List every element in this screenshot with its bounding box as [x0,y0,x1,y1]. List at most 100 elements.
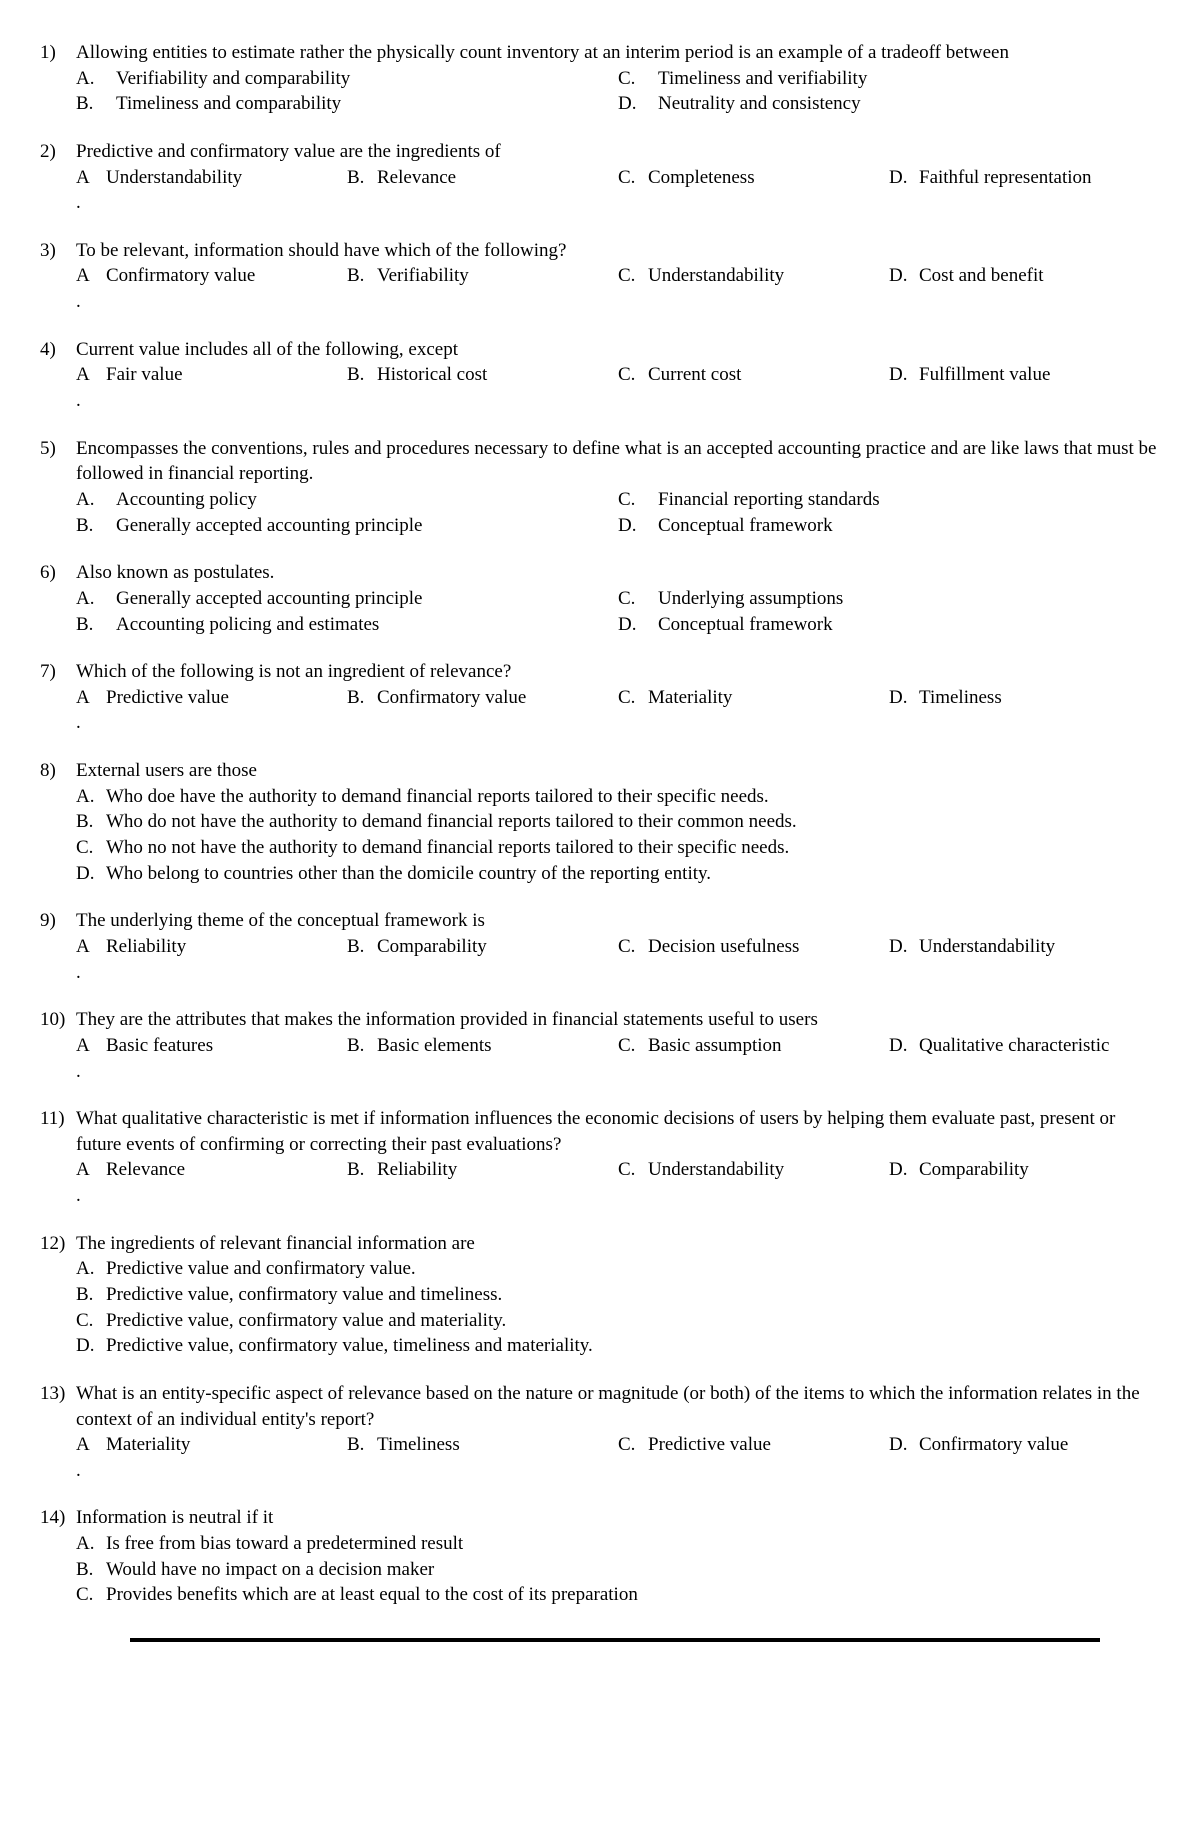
choice: A.Is free from bias toward a predetermin… [76,1531,1160,1557]
choice-letter: B. [76,513,116,539]
choice-text: Understandability [919,934,1160,960]
choice: D.Fulfillment value [889,362,1160,388]
choices: A.Predictive value and confirmatory valu… [40,1256,1160,1359]
choice-text: Confirmatory value [919,1432,1160,1458]
question-number: 8) [40,758,76,784]
choice-letter: D. [889,934,919,960]
choice-letter: B. [76,91,116,117]
choice-letter: B. [347,685,377,711]
choice-letter: A [76,934,106,960]
choice: C.Who no not have the authority to deman… [76,835,1160,861]
choice-letter: A [76,1432,106,1458]
choice: B.Comparability [347,934,618,960]
choice-text: Accounting policing and estimates [116,612,618,638]
question-number: 4) [40,337,76,363]
choice: B.Would have no impact on a decision mak… [76,1557,1160,1583]
question-number: 11) [40,1106,76,1157]
choice-letter: C. [76,1582,106,1608]
question: 2)Predictive and confirmatory value are … [40,139,1160,216]
choice-letter: C. [618,1432,648,1458]
choice-text: Understandability [648,1157,889,1183]
choice: AConfirmatory value [76,263,347,289]
choice-letter: A. [76,66,116,92]
choice-text: Conceptual framework [658,612,1160,638]
choice-text: Predictive value, confirmatory value and… [106,1282,1160,1308]
choice: B.Reliability [347,1157,618,1183]
choice-letter: B. [347,1432,377,1458]
choice: B.Confirmatory value [347,685,618,711]
choice-text: Generally accepted accounting principle [116,513,618,539]
choice-text: Predictive value and confirmatory value. [106,1256,1160,1282]
choice-text: Materiality [106,1432,347,1458]
question-number: 2) [40,139,76,165]
choice-text: Would have no impact on a decision maker [106,1557,1160,1583]
choice-letter: D. [618,612,658,638]
choice-letter: A [76,165,106,191]
choice-text: Predictive value, confirmatory value, ti… [106,1333,1160,1359]
question: 12)The ingredients of relevant financial… [40,1231,1160,1359]
choices: AUnderstandabilityB.RelevanceC.Completen… [40,165,1160,191]
choice: APredictive value [76,685,347,711]
choice: A.Accounting policy [76,487,618,513]
choice: AReliability [76,934,347,960]
choice-text: Confirmatory value [106,263,347,289]
choice-letter: A. [76,784,106,810]
question-number: 13) [40,1381,76,1432]
choice: D.Confirmatory value [889,1432,1160,1458]
choice: D.Conceptual framework [618,612,1160,638]
choice-text: Financial reporting standards [658,487,1160,513]
choice-text: Current cost [648,362,889,388]
choice: B.Timeliness and comparability [76,91,618,117]
choice-text: Predictive value [106,685,347,711]
choice-letter: C. [618,1033,648,1059]
question-number: 9) [40,908,76,934]
footer-rule [130,1638,1100,1642]
choice-letter: C. [618,586,658,612]
question-stem: What qualitative characteristic is met i… [76,1106,1160,1157]
choice: D.Neutrality and consistency [618,91,1160,117]
choice-letter: D. [889,362,919,388]
choice: D.Comparability [889,1157,1160,1183]
choice-text: Fair value [106,362,347,388]
choice: C.Timeliness and verifiability [618,66,1160,92]
question-stem: What is an entity-specific aspect of rel… [76,1381,1160,1432]
choice-text: Reliability [377,1157,618,1183]
choice: B.Generally accepted accounting principl… [76,513,618,539]
choice: A.Who doe have the authority to demand f… [76,784,1160,810]
choice-text: Relevance [377,165,618,191]
choice: C.Current cost [618,362,889,388]
question: 11)What qualitative characteristic is me… [40,1106,1160,1209]
choice: B.Verifiability [347,263,618,289]
question-stem: They are the attributes that makes the i… [76,1007,1160,1033]
choice: B.Accounting policing and estimates [76,612,618,638]
choice: D.Qualitative characteristic [889,1033,1160,1059]
choice-text: Fulfillment value [919,362,1160,388]
choice: B.Predictive value, confirmatory value a… [76,1282,1160,1308]
choice-text: Timeliness [919,685,1160,711]
choice-letter: C. [76,1308,106,1334]
question: 1)Allowing entities to estimate rather t… [40,40,1160,117]
choice-letter: D. [889,685,919,711]
choice: C.Underlying assumptions [618,586,1160,612]
choice-text: Who no not have the authority to demand … [106,835,1160,861]
choice-text: Verifiability [377,263,618,289]
choices: AReliabilityB.ComparabilityC.Decision us… [40,934,1160,960]
choice: ABasic features [76,1033,347,1059]
choice-text: Conceptual framework [658,513,1160,539]
choice-letter: B. [347,934,377,960]
choice: A.Verifiability and comparability [76,66,618,92]
choice-text: Verifiability and comparability [116,66,618,92]
choice-letter: B. [76,612,116,638]
choice-letter: D. [889,263,919,289]
choice: A.Predictive value and confirmatory valu… [76,1256,1160,1282]
choice: D.Conceptual framework [618,513,1160,539]
choice-letter: D. [618,513,658,539]
choice-letter: B. [347,362,377,388]
choice-text: Accounting policy [116,487,618,513]
question-number: 6) [40,560,76,586]
question-stem: The underlying theme of the conceptual f… [76,908,1160,934]
choice-letter: C. [618,1157,648,1183]
choice: B.Who do not have the authority to deman… [76,809,1160,835]
question-stem: Information is neutral if it [76,1505,1160,1531]
questions-list: 1)Allowing entities to estimate rather t… [40,40,1160,1608]
